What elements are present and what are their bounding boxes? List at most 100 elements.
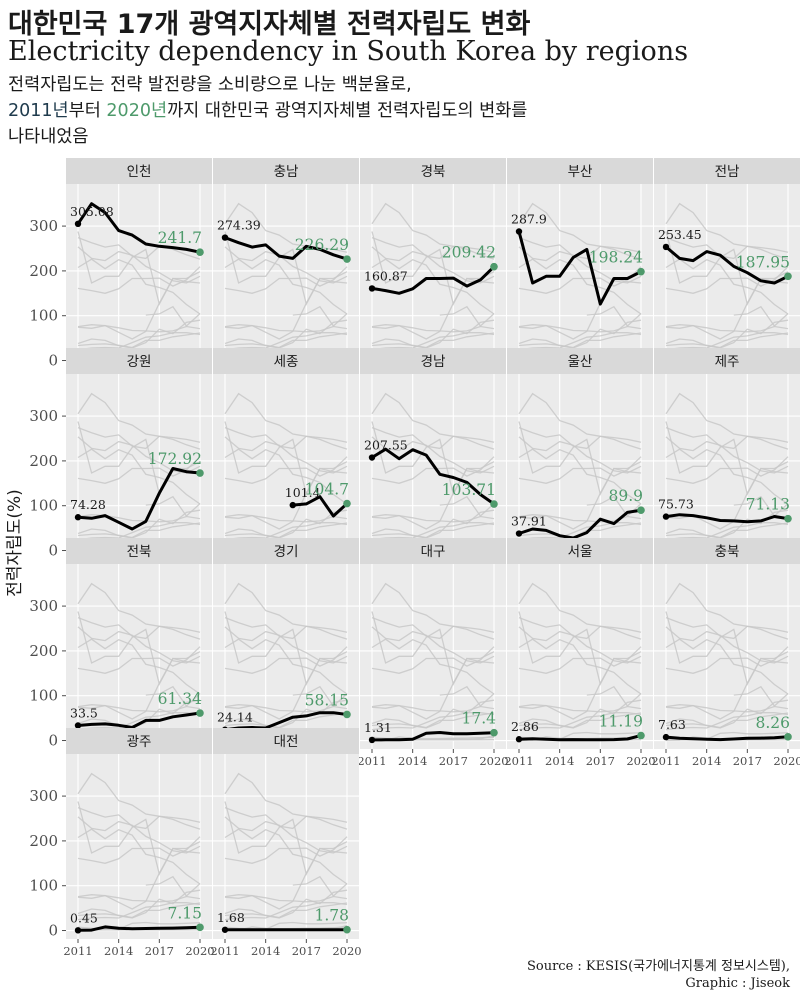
start-point [221,926,229,933]
x-tick-label: 2017 [439,754,468,768]
facet-strip [507,538,653,564]
x-tick-label: 2020 [185,944,214,958]
context-series-line [371,657,495,720]
x-tick-label: 2020 [773,754,800,768]
context-series-line [77,522,201,539]
facet-strip [360,538,506,564]
context-series-line [77,509,201,539]
context-series-line [224,626,348,664]
context-series-line [518,467,642,530]
y-tick-label: 200 [29,452,58,470]
context-series-line [371,332,495,349]
facet-strip [654,538,800,564]
highlight-series-line [371,447,495,506]
end-value-label: 172.92 [148,450,202,468]
context-series-line [224,657,348,720]
context-series-line [224,392,348,443]
context-series-line [224,902,348,919]
facet-strip-label: 충남 [274,164,299,180]
context-series-line [77,704,201,713]
start-point [289,501,296,509]
facet-strip-label: 제주 [715,354,740,370]
context-series-line [518,611,642,686]
context-series-line [665,277,789,340]
start-point [74,927,82,934]
context-series-line [77,638,201,695]
x-tick-label: 2014 [251,944,280,958]
facet-strip-label: 경기 [274,544,299,560]
context-series-line [518,712,642,731]
x-tick-label: 2011 [357,754,386,768]
context-series-line [77,806,201,830]
x-tick-label: 2011 [651,754,680,768]
context-series-line [665,448,789,505]
end-value-label: 198.24 [589,249,643,267]
start-value-label: 287.9 [511,212,547,227]
context-series-line [77,421,201,496]
context-series-line [665,426,789,450]
context-series-line [224,258,348,315]
context-series-line [224,277,348,340]
context-series-line [371,456,495,484]
context-series-line [665,712,789,731]
end-value-label: 103.71 [442,481,496,499]
context-series-line [665,704,789,713]
facet-strip [213,538,359,564]
end-value-label: 8.26 [755,714,790,732]
context-series-line [371,277,495,340]
context-series-line [77,426,201,450]
highlight-series-line [224,711,348,732]
context-series-line [518,638,642,695]
facet-strip-label: 경남 [421,354,446,370]
context-series-line [518,522,642,541]
x-tick-label: 2011 [63,944,92,958]
context-series-line [77,801,201,876]
context-series-line [77,646,201,674]
context-series-line [665,236,789,260]
x-tick-label: 2014 [398,754,427,768]
end-value-label: 1.78 [314,907,349,925]
context-series-line [665,332,789,349]
highlight-series-line [665,735,789,742]
context-series-line [371,332,495,351]
context-series-line [665,332,789,351]
start-value-label: 274.39 [217,218,261,233]
end-point [784,272,792,281]
facet-strip [66,158,212,184]
context-series-line [518,704,642,713]
context-series-line [77,332,201,351]
context-series-line [665,202,789,253]
context-series-line [224,712,348,729]
facet-strip-label: 강원 [127,354,152,370]
context-series-line [224,889,348,919]
context-series-line [518,448,642,505]
chart-title-korean: 대한민국 17개 광역지자체별 전력자립도 변화 [8,9,531,40]
context-series-line [224,816,348,854]
y-tick-label: 100 [29,687,58,705]
highlight-series-line [224,236,348,261]
end-point [343,925,351,934]
start-value-label: 160.87 [364,268,408,283]
context-series-line [371,202,495,253]
context-series-line [224,246,348,284]
context-series-line [224,231,348,306]
facet-strip-label: 세종 [274,354,299,370]
highlight-series-line [665,245,789,285]
end-value-label: 71.13 [746,496,790,514]
context-series-line [77,324,201,333]
facet-strip-label: 광주 [127,734,152,750]
context-series-line [518,319,642,349]
x-tick-label: 2020 [479,754,508,768]
facet-strip [360,348,506,374]
context-series-line [518,277,642,340]
context-series-line [665,436,789,474]
context-series-line [371,509,495,539]
facet-strip [213,158,359,184]
y-tick-label: 0 [48,732,58,750]
context-series-line [371,258,495,315]
context-series-line [371,236,495,260]
facet-strip [66,728,212,754]
context-series-line [371,421,495,496]
y-tick-label: 200 [29,642,58,660]
context-series-line [665,611,789,686]
